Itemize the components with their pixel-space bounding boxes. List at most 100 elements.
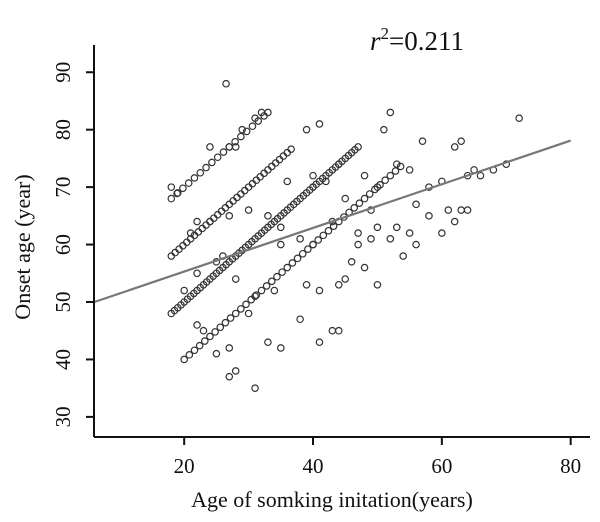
data-point [373, 183, 382, 191]
data-point [309, 240, 317, 249]
y-tick-label: 70 [51, 177, 75, 198]
data-point [196, 168, 205, 177]
data-point [221, 204, 230, 212]
data-point [355, 199, 364, 208]
data-point [251, 384, 259, 392]
data-point [418, 137, 427, 145]
data-point [347, 257, 356, 266]
data-point [412, 240, 420, 249]
data-point [233, 193, 241, 202]
data-point [380, 125, 388, 134]
data-point [365, 190, 374, 198]
data-points [167, 79, 523, 392]
x-tick-label: 40 [303, 454, 324, 478]
data-point [237, 305, 245, 313]
data-point [208, 158, 216, 167]
data-point [278, 268, 286, 276]
data-point [244, 309, 253, 318]
data-point [288, 259, 297, 267]
data-point [264, 108, 272, 117]
data-point [425, 212, 433, 220]
data-point [213, 210, 222, 219]
data-point [450, 217, 459, 226]
data-point [438, 229, 446, 237]
data-point [216, 323, 225, 332]
data-point [360, 171, 369, 180]
data-point [198, 224, 207, 233]
data-point [396, 162, 405, 171]
data-point [226, 314, 235, 322]
data-point [334, 326, 343, 335]
data-point [242, 300, 250, 309]
data-point [354, 229, 362, 237]
data-point [302, 280, 311, 289]
data-point [210, 214, 218, 222]
data-point [315, 286, 324, 295]
data-point [293, 254, 302, 263]
data-point [231, 309, 240, 318]
data-point [190, 174, 199, 182]
data-point [211, 328, 219, 336]
y-tick-label: 40 [51, 349, 75, 370]
data-point [386, 108, 395, 117]
data-point [412, 200, 420, 209]
data-point [200, 337, 209, 345]
data-point [309, 171, 317, 180]
data-point [231, 367, 240, 375]
data-point [193, 217, 201, 226]
data-point [273, 272, 281, 281]
data-point [444, 206, 453, 214]
data-point [270, 286, 279, 295]
data-point [225, 344, 234, 352]
data-point [287, 145, 295, 154]
data-point [271, 159, 280, 167]
data-point [240, 186, 249, 195]
data-point [298, 249, 307, 258]
data-point [212, 349, 221, 358]
data-point [219, 148, 228, 156]
data-point [225, 200, 234, 209]
axes: 20 40 60 80 30 40 50 60 70 80 90 [51, 45, 590, 478]
data-point [167, 183, 176, 191]
data-point [231, 275, 240, 283]
data-point [248, 179, 257, 188]
data-point [405, 229, 414, 237]
data-point [195, 341, 204, 350]
data-point [315, 338, 324, 347]
y-tick-label: 30 [51, 406, 75, 427]
data-point [334, 280, 343, 289]
data-point [264, 338, 272, 347]
data-point [450, 143, 459, 151]
data-point [231, 137, 239, 146]
data-point [463, 206, 472, 214]
data-point [283, 148, 292, 157]
data-point [237, 190, 245, 198]
data-point [457, 206, 465, 214]
data-point [354, 240, 362, 249]
data-point [354, 143, 362, 151]
data-point [238, 125, 246, 134]
data-point [283, 263, 292, 272]
data-point [334, 160, 343, 168]
data-point [252, 176, 261, 185]
data-point [225, 143, 234, 151]
data-point [360, 194, 369, 203]
data-point [341, 194, 350, 203]
data-point [167, 252, 176, 260]
data-point [381, 176, 389, 185]
data-point [386, 171, 395, 180]
data-point [399, 252, 407, 260]
y-tick-label: 60 [51, 234, 75, 255]
data-point [206, 217, 214, 226]
y-tick-label: 50 [51, 292, 75, 313]
data-point [225, 372, 234, 381]
y-tick-label: 90 [51, 62, 75, 83]
data-point [213, 153, 222, 162]
data-point [476, 171, 485, 180]
data-point [182, 238, 191, 247]
data-point [229, 197, 237, 205]
data-point [257, 286, 266, 295]
data-point [302, 125, 311, 134]
data-point [324, 226, 333, 235]
